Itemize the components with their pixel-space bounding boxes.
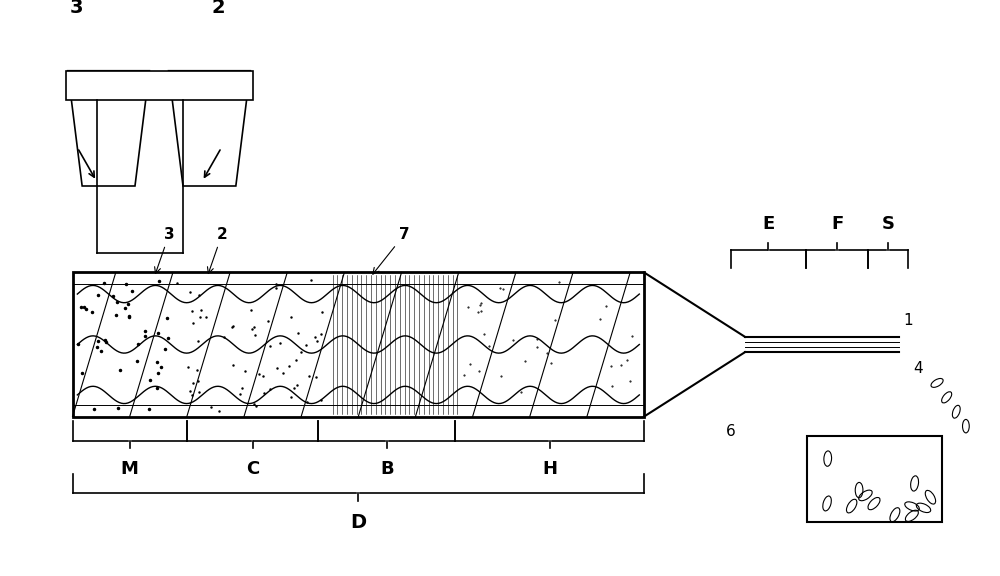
Text: 2: 2 — [212, 0, 225, 17]
Text: 1: 1 — [903, 313, 913, 328]
Text: C: C — [246, 460, 259, 478]
Text: H: H — [542, 460, 557, 478]
Text: D: D — [350, 513, 366, 532]
Text: 2: 2 — [207, 227, 227, 274]
Text: 6: 6 — [726, 424, 735, 439]
Text: B: B — [380, 460, 394, 478]
Text: 3: 3 — [155, 227, 174, 274]
Text: S: S — [882, 215, 895, 233]
Text: 4: 4 — [913, 361, 923, 376]
Bar — [807, 436, 942, 522]
Bar — [73, 272, 644, 416]
Text: F: F — [831, 215, 843, 233]
Text: 7: 7 — [373, 227, 410, 274]
Bar — [66, 71, 253, 100]
Text: 3: 3 — [70, 0, 83, 17]
Text: E: E — [762, 215, 775, 233]
Text: M: M — [121, 460, 139, 478]
